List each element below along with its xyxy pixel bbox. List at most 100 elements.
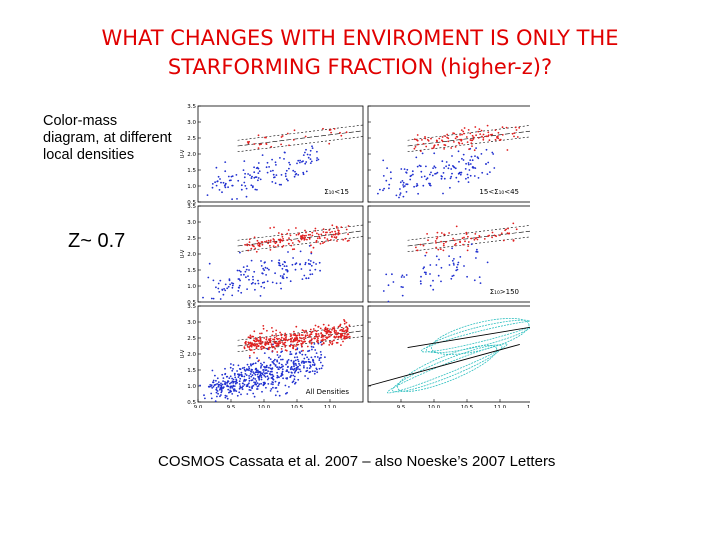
blue-point: [248, 369, 250, 372]
blue-point: [291, 263, 294, 266]
blue-point: [436, 171, 439, 174]
blue-point: [429, 264, 432, 266]
blue-point: [274, 358, 276, 361]
blue-point: [400, 286, 403, 288]
red-point: [258, 245, 261, 248]
blue-point: [472, 166, 474, 168]
red-point: [441, 136, 444, 138]
red-point: [255, 250, 258, 253]
blue-point: [228, 278, 231, 280]
red-point: [478, 128, 481, 130]
red-point: [339, 131, 341, 134]
blue-point: [447, 167, 450, 170]
blue-point: [207, 276, 210, 279]
red-point: [272, 345, 275, 348]
red-point: [435, 237, 438, 240]
blue-point: [457, 261, 460, 264]
blue-point: [301, 360, 304, 363]
red-point: [274, 347, 276, 350]
fit-line: [407, 326, 530, 349]
blue-point: [467, 181, 470, 183]
red-point: [425, 145, 428, 148]
blue-point: [313, 372, 316, 375]
blue-point: [254, 282, 257, 285]
y-axis-label: U-V: [180, 349, 186, 358]
red-point: [247, 249, 250, 252]
blue-point: [279, 157, 281, 159]
blue-point: [307, 377, 309, 380]
blue-point: [390, 177, 392, 180]
blue-point: [285, 269, 287, 271]
red-point: [330, 239, 332, 241]
blue-point: [278, 362, 281, 365]
blue-point: [435, 264, 438, 266]
blue-point: [299, 161, 301, 164]
red-point: [315, 335, 318, 338]
blue-point: [226, 287, 229, 290]
red-point: [303, 338, 306, 341]
blue-point: [293, 175, 296, 178]
red-point: [325, 328, 328, 331]
red-point: [460, 129, 463, 131]
blue-point: [305, 370, 308, 373]
blue-point: [234, 382, 237, 385]
blue-point: [320, 367, 323, 370]
red-point: [273, 240, 276, 243]
blue-point: [288, 161, 290, 164]
blue-point: [277, 356, 280, 359]
red-point: [246, 244, 249, 247]
blue-point: [258, 375, 260, 378]
red-point: [313, 337, 316, 340]
blue-point: [293, 378, 296, 381]
blue-point: [431, 174, 434, 177]
blue-point: [457, 180, 460, 183]
blue-point: [453, 264, 455, 266]
blue-point: [240, 393, 242, 396]
blue-point: [233, 388, 236, 390]
blue-point: [475, 257, 477, 259]
red-point: [254, 247, 257, 250]
blue-point: [220, 384, 222, 386]
red-point: [315, 239, 318, 242]
y-tick-label: 1.5: [187, 268, 196, 274]
blue-point: [259, 295, 262, 297]
red-point: [259, 332, 261, 335]
blue-point: [254, 188, 257, 191]
blue-point: [283, 158, 285, 160]
blue-point: [282, 275, 284, 277]
blue-point: [243, 368, 246, 371]
blue-point: [222, 380, 224, 382]
blue-point: [219, 178, 221, 180]
blue-point: [302, 171, 305, 174]
red-point: [303, 234, 306, 237]
red-point: [256, 343, 259, 346]
red-point: [345, 329, 347, 332]
blue-point: [395, 194, 398, 197]
red-point: [328, 229, 331, 231]
redshift-label: Z~ 0.7: [68, 230, 126, 252]
red-point: [432, 146, 435, 149]
red-point: [328, 142, 331, 145]
red-point: [261, 341, 264, 343]
blue-point: [251, 369, 254, 371]
blue-point: [320, 353, 323, 356]
red-point: [333, 328, 336, 330]
red-point: [253, 245, 255, 248]
red-point: [333, 335, 336, 338]
blue-point: [307, 277, 310, 280]
blue-point: [309, 154, 311, 156]
blue-point: [277, 384, 280, 386]
blue-point: [435, 255, 438, 258]
red-point: [437, 143, 439, 146]
blue-point: [304, 151, 306, 154]
blue-point: [215, 391, 218, 394]
blue-point: [401, 274, 404, 277]
blue-point: [455, 176, 458, 179]
red-point: [258, 242, 261, 245]
red-point: [471, 145, 473, 147]
red-point: [331, 327, 334, 329]
red-point: [300, 337, 303, 340]
blue-point: [238, 374, 240, 377]
red-point: [325, 332, 328, 335]
blue-point: [295, 368, 298, 370]
